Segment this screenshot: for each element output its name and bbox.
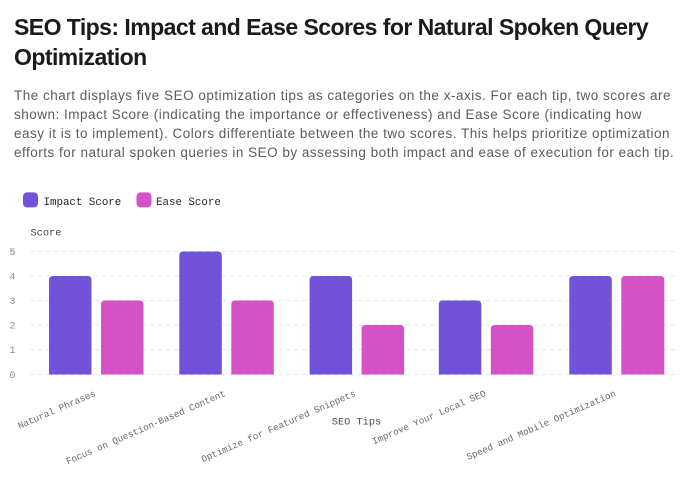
svg-text:3: 3 (9, 296, 15, 308)
svg-text:0: 0 (9, 370, 15, 382)
svg-text:Impact Score: Impact Score (44, 197, 122, 209)
svg-text:4: 4 (9, 272, 15, 284)
svg-text:Speed and Mobile Optimization: Speed and Mobile Optimization (465, 388, 618, 463)
svg-text:Score: Score (31, 228, 62, 240)
svg-text:Improve Your Local SEO: Improve Your Local SEO (371, 388, 488, 447)
svg-text:Ease Score: Ease Score (156, 197, 221, 209)
svg-text:1: 1 (9, 345, 15, 357)
svg-text:2: 2 (9, 321, 15, 333)
svg-text:Natural Phrases: Natural Phrases (16, 388, 97, 431)
svg-text:5: 5 (9, 247, 15, 259)
svg-text:SEO Tips: SEO Tips (332, 417, 381, 429)
